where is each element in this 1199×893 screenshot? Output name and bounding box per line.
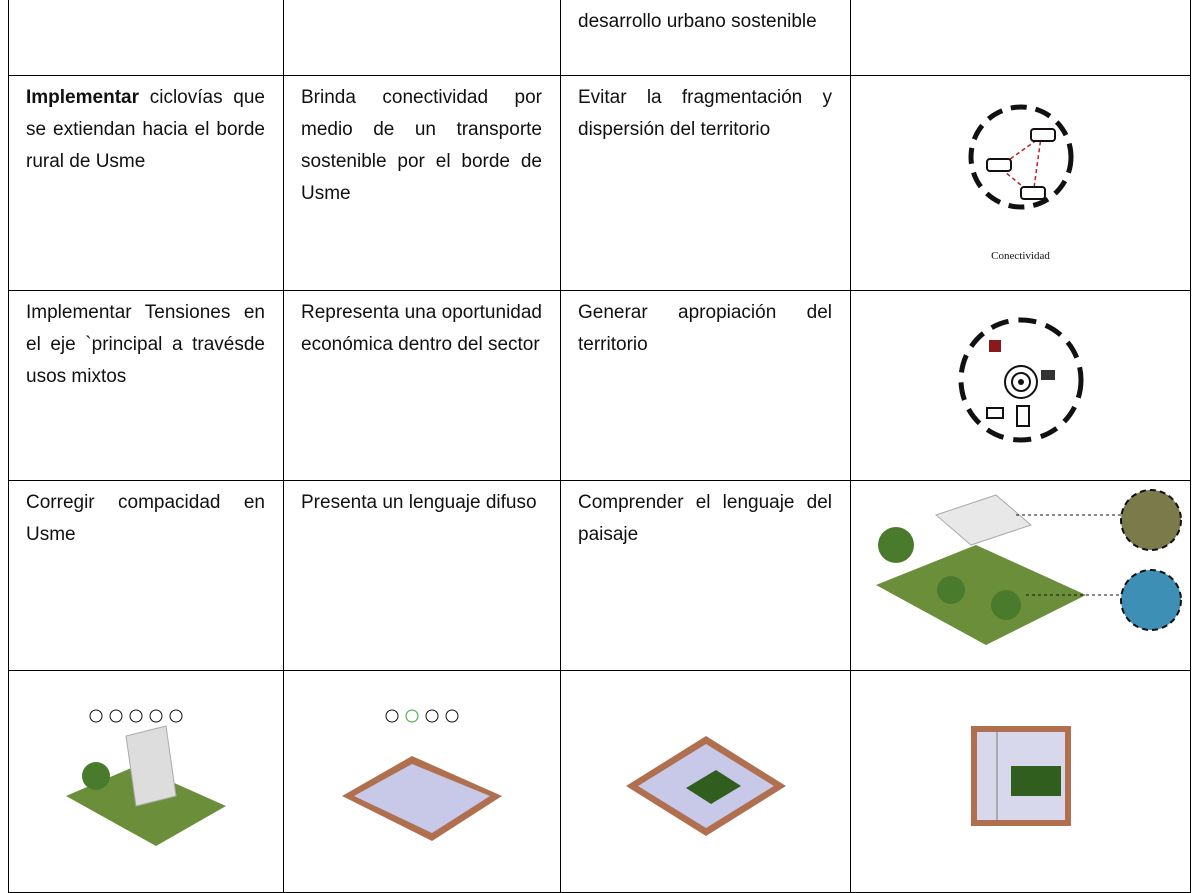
row: Implementar ciclovías que se extiendan h… — [8, 75, 1191, 291]
landscape-illustration — [875, 489, 1182, 645]
cell: Implementar ciclovías que se extiendan h… — [8, 75, 284, 291]
cell: Corregir compacidad en Usme — [8, 480, 284, 671]
cell: Conectividad — [850, 75, 1191, 291]
cell — [8, 670, 284, 893]
cell-text: Representa una oportunidad económica den… — [301, 302, 542, 355]
cell: Presenta un lenguaje difuso — [283, 480, 561, 671]
row: Corregir compacidad en Usme Presenta un … — [8, 480, 1191, 671]
cell: Comprender el lenguaje del paisaje — [560, 480, 851, 671]
cell-text: Evitar la fragmentación y dispersión del… — [578, 87, 832, 140]
cell: Generar apropiación del territorio — [560, 290, 851, 481]
cell-text: ciclovías que se extiendan hacia el bord… — [26, 87, 265, 172]
table: desarrollo urbano sostenible Implementar… — [8, 0, 1191, 893]
cell-text: Corregir compacidad en Usme — [26, 492, 265, 545]
cell-text: Generar apropiación del territorio — [578, 302, 832, 355]
cell-text: Presenta un lenguaje difuso — [301, 492, 537, 513]
cell: desarrollo urbano sostenible — [560, 0, 851, 76]
cell — [850, 670, 1191, 893]
cell — [850, 480, 1191, 671]
cell-text: Comprender el lenguaje del paisaje — [578, 492, 832, 545]
mixed-use-icon — [958, 317, 1083, 443]
cell-text: Brinda conectividad por medio de un tran… — [301, 87, 542, 204]
connectivity-icon — [968, 104, 1073, 209]
block-illustration — [66, 709, 226, 846]
cell-bold-text: Implementar — [26, 87, 139, 108]
row — [8, 670, 1191, 893]
cell: Evitar la fragmentación y dispersión del… — [560, 75, 851, 291]
cell — [850, 290, 1191, 481]
grid-illustration — [342, 709, 502, 841]
image-caption: Conectividad — [991, 249, 1050, 262]
row: desarrollo urbano sostenible — [8, 0, 1191, 76]
cell: Implementar Tensiones en el eje `princip… — [8, 290, 284, 481]
plan-illustration — [970, 726, 1071, 826]
cell: Representa una oportunidad económica den… — [283, 290, 561, 481]
cell: Brinda conectividad por medio de un tran… — [283, 75, 561, 291]
cell — [850, 0, 1191, 76]
cell — [8, 0, 284, 76]
cell — [283, 670, 561, 893]
cell — [560, 670, 851, 893]
park-illustration — [625, 736, 786, 836]
cell — [283, 0, 561, 76]
row: Implementar Tensiones en el eje `princip… — [8, 290, 1191, 481]
cell-text: desarrollo urbano sostenible — [578, 11, 817, 32]
cell-text: Implementar Tensiones en el eje `princip… — [26, 302, 265, 387]
